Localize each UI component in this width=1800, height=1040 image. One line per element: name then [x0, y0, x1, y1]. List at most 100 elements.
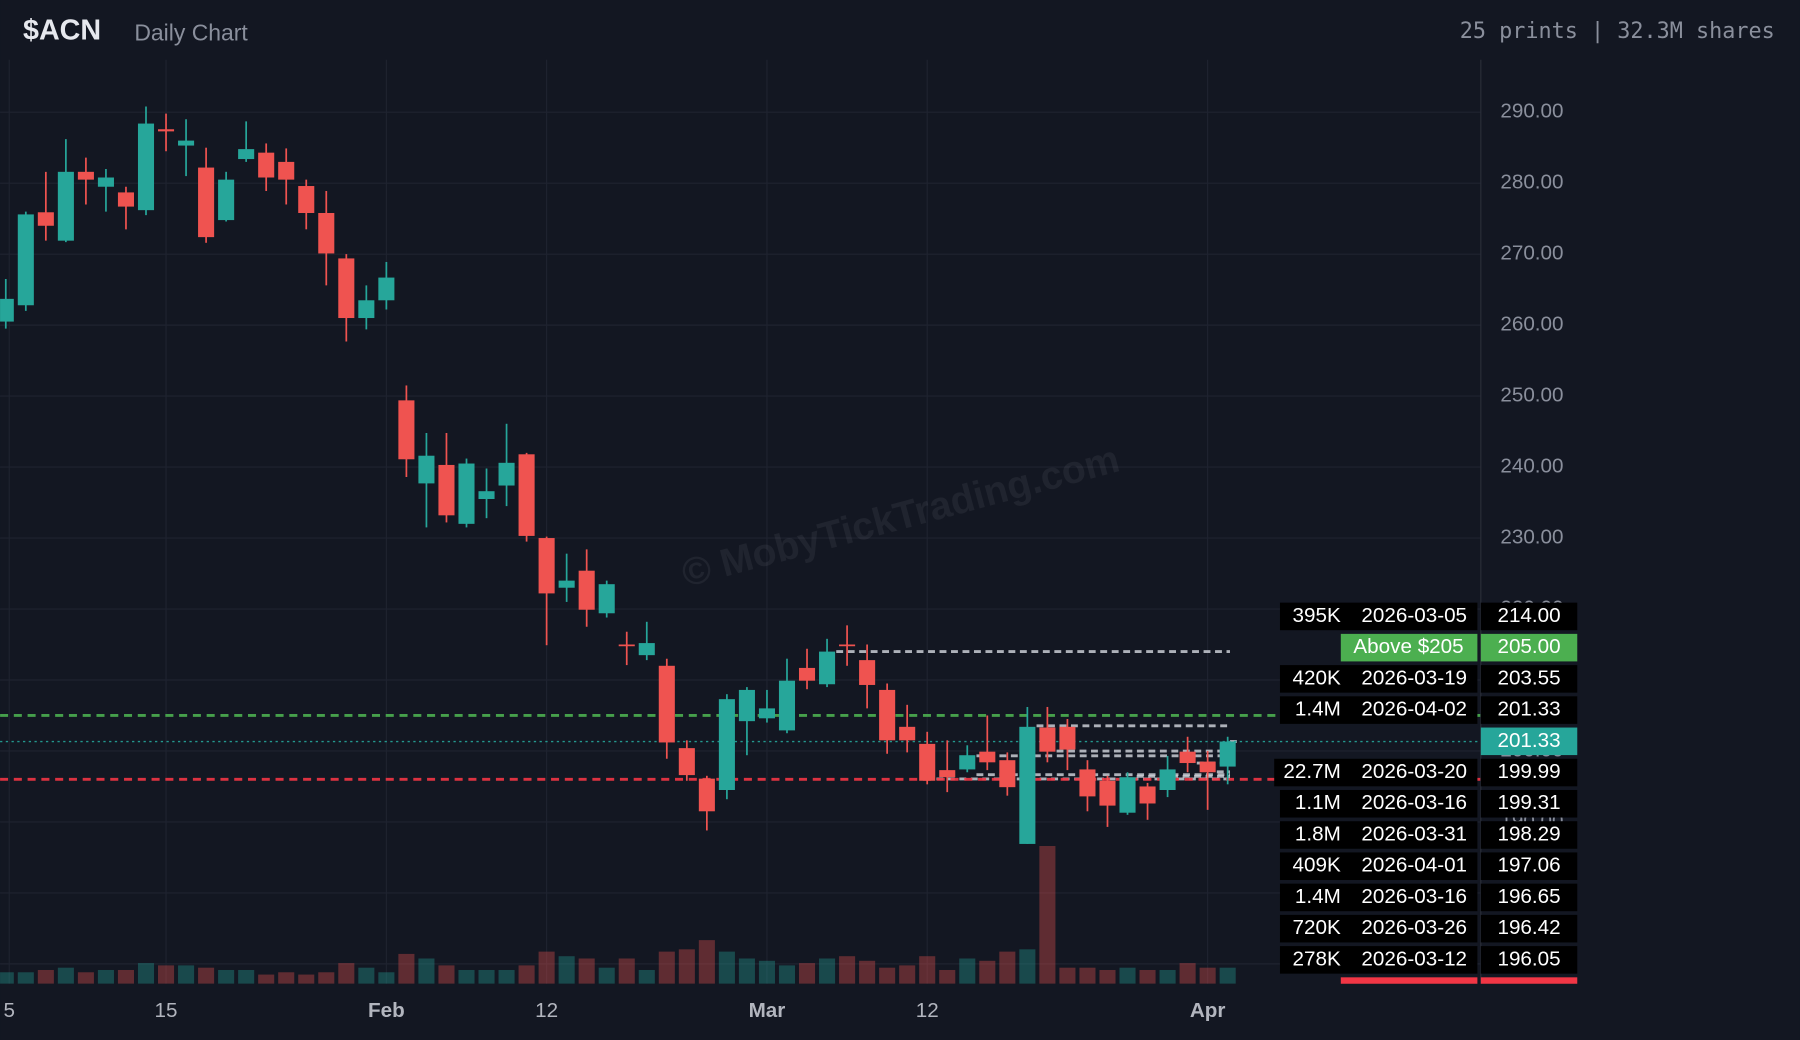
volume-bar [178, 965, 195, 984]
subtitle: Daily Chart [134, 19, 248, 45]
volume-bar [398, 953, 415, 984]
y-tick-label: 280.00 [1500, 171, 1563, 194]
x-tick-label: 12 [916, 999, 939, 1022]
volume-bar [157, 965, 175, 984]
volume-bar [999, 951, 1016, 984]
price-label: 199.31 [1497, 791, 1560, 814]
candle-body [1119, 777, 1136, 813]
volume-bar [1019, 949, 1036, 984]
print-size: 1.1M [1295, 791, 1341, 814]
volume-bar [478, 969, 495, 984]
candle-body [1099, 780, 1116, 806]
volume-bar [1139, 969, 1156, 984]
volume-bar [1199, 967, 1216, 984]
volume-bar [758, 960, 775, 984]
print-date: 2026-03-05 [1361, 604, 1467, 627]
candle-body [618, 644, 635, 647]
candle-body [117, 192, 135, 207]
print-pill [1279, 789, 1478, 818]
volume-bar [498, 969, 515, 984]
candle-body [999, 760, 1016, 788]
price-pill [1480, 633, 1578, 662]
x-tick-label: 12 [535, 999, 558, 1022]
price-pill [1480, 914, 1578, 943]
x-axis: 5 15 Feb 12 Mar 12 Apr [3, 999, 1225, 1022]
volume-bar [278, 972, 295, 984]
price-pill [1480, 789, 1578, 818]
candle-body [879, 689, 896, 741]
candle-body [718, 699, 735, 790]
print-size: 1.4M [1295, 698, 1341, 721]
candle-body [1059, 726, 1076, 750]
y-tick-label: 240.00 [1500, 455, 1563, 478]
volume-bar [939, 969, 956, 984]
volume-bar [1039, 846, 1056, 984]
volume-bar [959, 958, 976, 984]
candle-body [578, 570, 595, 610]
candle-body [899, 726, 916, 741]
level-label: Above $205 [1353, 635, 1463, 658]
print-date: 2026-03-12 [1361, 947, 1467, 970]
volume-bar [899, 965, 916, 984]
volume-bar [798, 963, 816, 984]
print-size: 409K [1293, 854, 1341, 877]
ticker: $ACN [23, 15, 101, 47]
print-pill [1274, 758, 1478, 787]
candle-body [238, 149, 255, 160]
candle-body [758, 708, 775, 719]
print-size: 1.8M [1295, 822, 1341, 845]
volume-pane [0, 846, 1236, 984]
x-tick-label: Mar [749, 999, 786, 1022]
candle-body [919, 743, 936, 781]
y-tick-label: 250.00 [1500, 384, 1563, 407]
candle-body [498, 462, 515, 486]
volume-bar [57, 967, 74, 984]
candle-body [0, 298, 14, 322]
volume-bar [378, 972, 395, 984]
candle-body [798, 667, 816, 681]
volume-bar [1119, 967, 1136, 984]
price-pill [1480, 696, 1578, 724]
print-date: 2026-03-16 [1361, 885, 1467, 908]
candle-body [77, 171, 94, 180]
print-date: 2026-03-26 [1361, 916, 1467, 939]
y-tick-label: 270.00 [1500, 242, 1563, 265]
candle-body [518, 454, 535, 536]
print-size: 22.7M [1283, 760, 1340, 783]
volume-bar [218, 969, 235, 984]
print-date: 2026-04-01 [1361, 854, 1467, 877]
volume-bar [738, 958, 755, 984]
price-pill [1480, 946, 1578, 974]
candle-body [1019, 726, 1036, 844]
price-pill [1480, 821, 1578, 849]
candle-body [218, 179, 235, 221]
candle-body [1219, 741, 1236, 767]
candle-body [1159, 769, 1176, 790]
print-size: 395K [1293, 604, 1341, 627]
candle-body [1179, 751, 1196, 764]
candle-body [338, 258, 355, 319]
x-tick-label: Apr [1190, 999, 1226, 1022]
price-label: 205.00 [1497, 635, 1560, 658]
candle-body [258, 152, 275, 178]
price-label: 198.29 [1497, 822, 1560, 845]
print-pill [1279, 852, 1478, 880]
volume-bar [198, 967, 215, 984]
candle-body [298, 186, 315, 213]
price-pill [1480, 602, 1578, 631]
candle-body [137, 123, 155, 211]
candle-body [1139, 786, 1156, 804]
volume-bar [0, 972, 14, 984]
volume-bar [77, 972, 94, 984]
volume-bar [1099, 969, 1116, 984]
volume-bar [598, 967, 615, 984]
candle-body [438, 464, 455, 516]
price-label: 201.33 [1497, 698, 1560, 721]
candle-body [157, 129, 175, 132]
volume-bar [17, 972, 34, 984]
price-label: 214.00 [1497, 604, 1560, 627]
print-date: 2026-03-16 [1361, 791, 1467, 814]
price-label: 199.99 [1497, 760, 1560, 783]
